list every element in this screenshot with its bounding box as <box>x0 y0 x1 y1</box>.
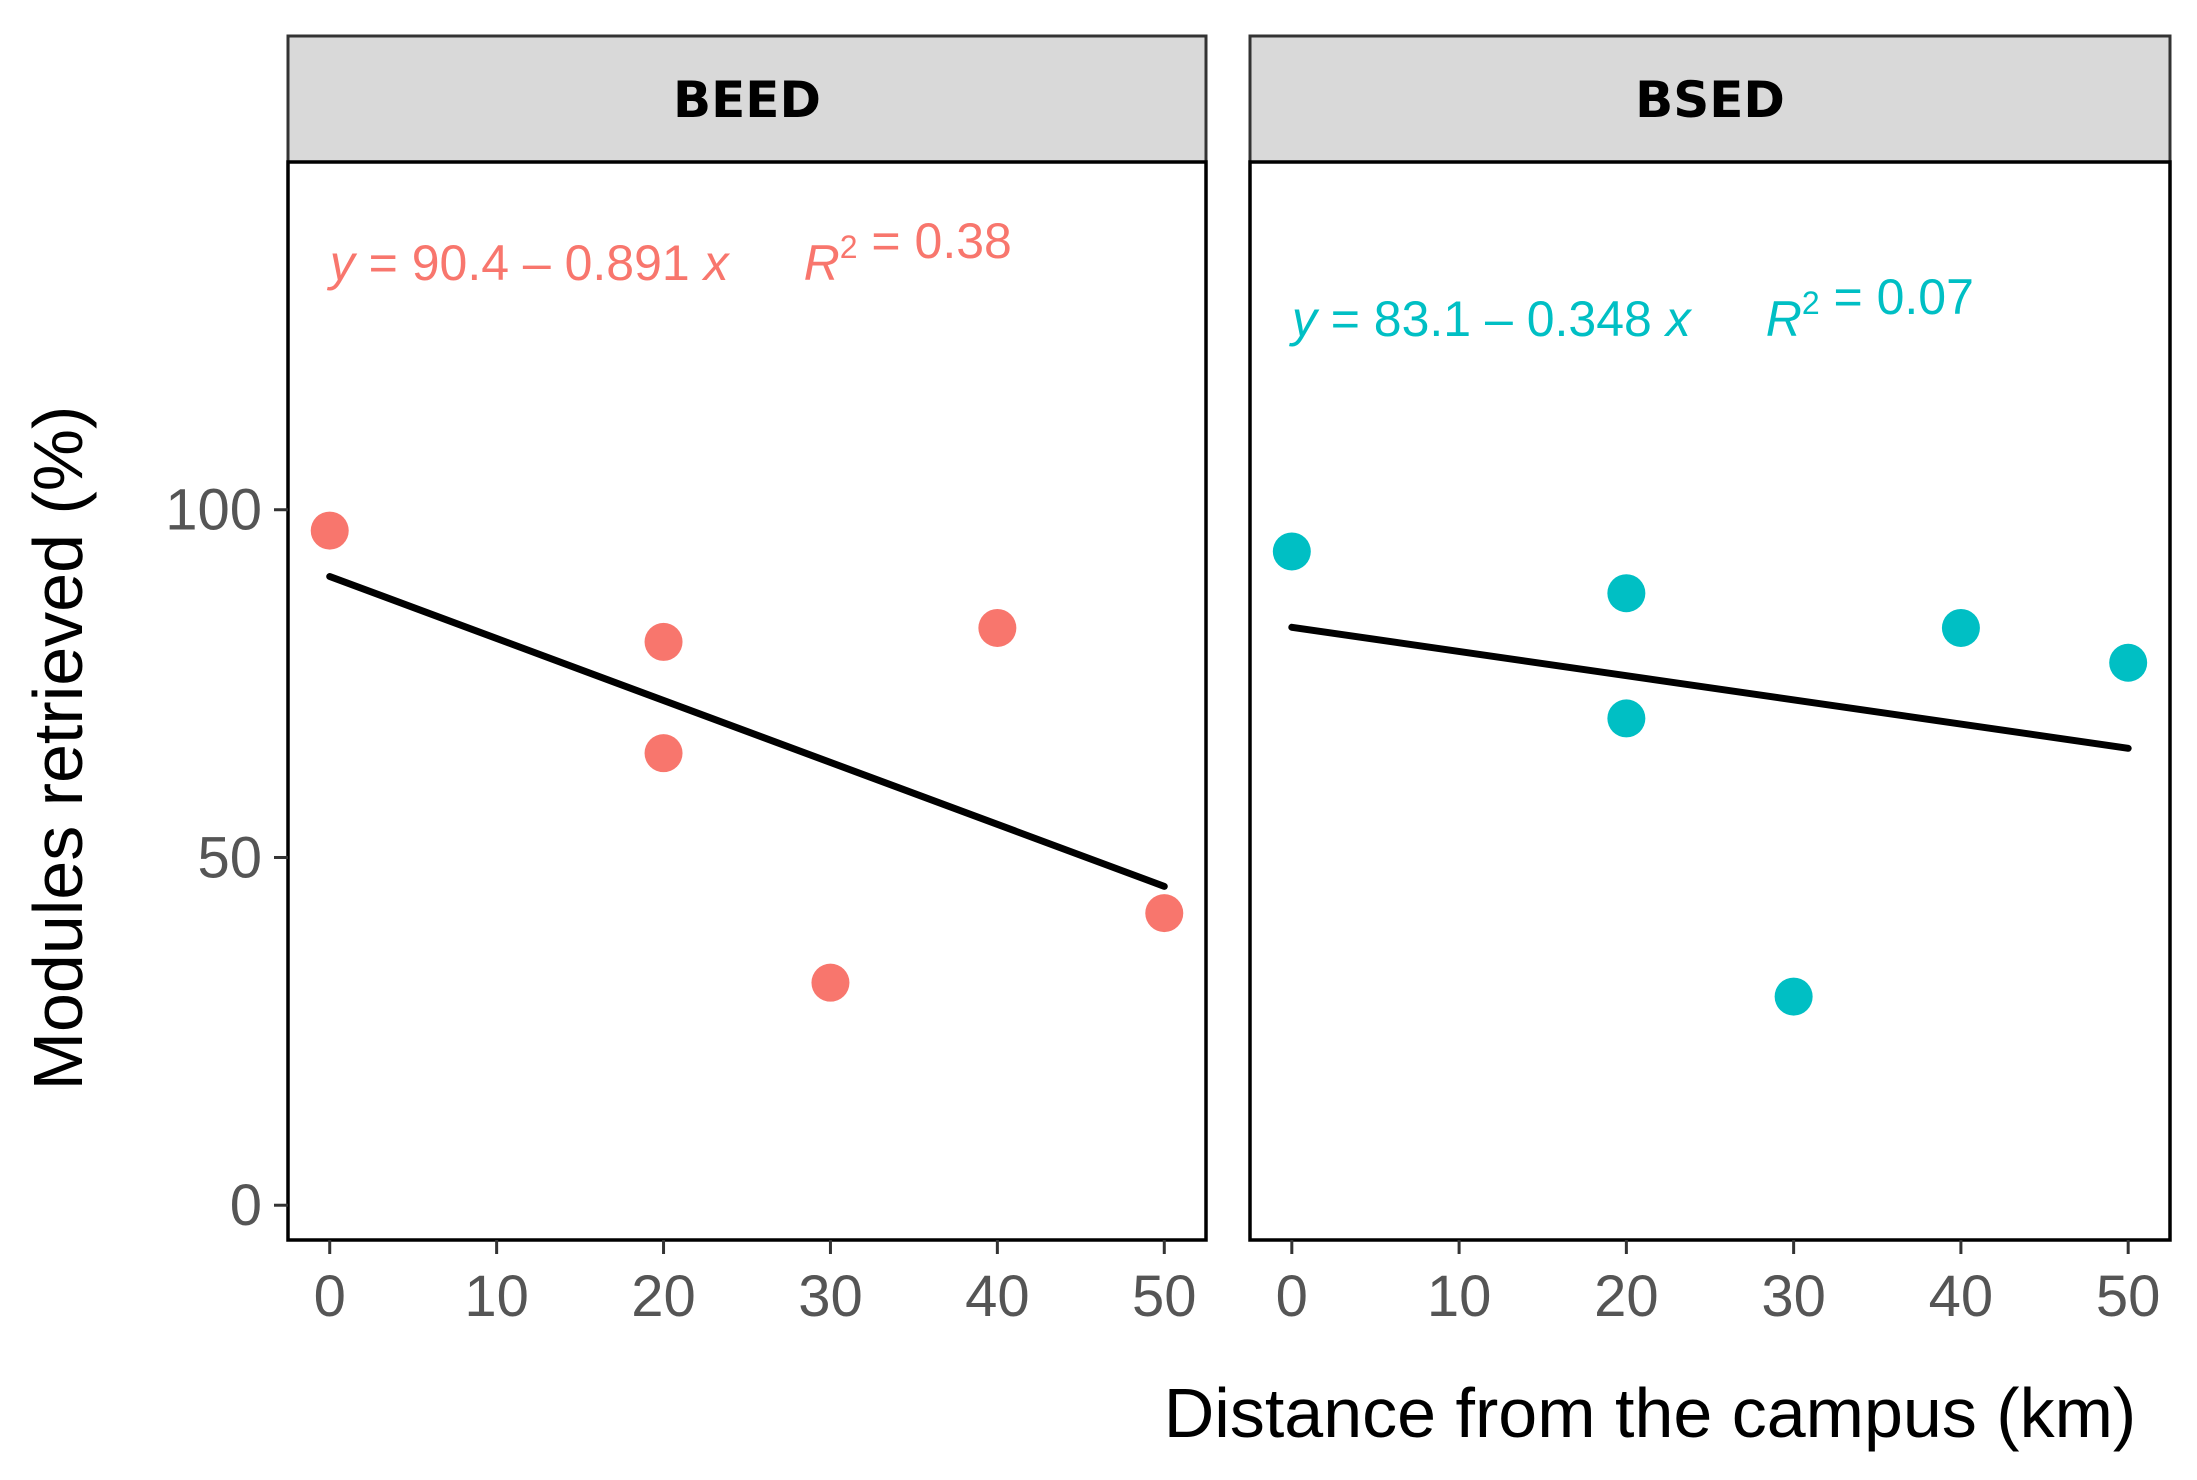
data-point <box>978 608 1017 647</box>
panel-beed: BEED 0 10 20 30 40 50 0 50 100 y = 90.4 – 0.891 x … <box>165 34 1208 1329</box>
panel-bsed: BSED 0 10 20 30 40 50 y = 83.1 – 0.348 x R2 = 0… <box>1248 34 2172 1329</box>
data-point <box>1272 532 1311 571</box>
x-tick-label: 20 <box>631 1264 696 1329</box>
equation-part: = 90.4 – 0.891 <box>355 235 704 291</box>
facet-strip-label: BEED <box>673 71 821 129</box>
regression-equation: y = 83.1 – 0.348 x R2 = 0.07 <box>1289 269 1974 347</box>
data-point <box>811 963 850 1002</box>
data-point <box>1941 608 1980 647</box>
x-tick-label: 40 <box>1929 1264 1994 1329</box>
equation-part: = 83.1 – 0.348 <box>1317 291 1666 347</box>
x-axis-title: Distance from the campus (km) <box>1164 1374 2136 1452</box>
equation-part: R <box>804 235 840 291</box>
regression-equation: y = 90.4 – 0.891 x R2 = 0.38 <box>327 213 1012 291</box>
x-tick-label: 20 <box>1594 1264 1659 1329</box>
data-point <box>1774 977 1813 1016</box>
equation-part <box>1691 291 1766 347</box>
data-point <box>1607 574 1646 613</box>
facet-strip-label: BSED <box>1635 71 1785 129</box>
equation-part: 2 <box>1802 285 1820 321</box>
equation-part: = 0.07 <box>1820 269 1974 325</box>
data-point <box>1607 699 1646 738</box>
x-tick-label: 0 <box>1276 1264 1308 1329</box>
regression-line <box>1288 623 2132 752</box>
panel-border <box>1248 160 2172 1242</box>
equation-part: x <box>702 235 731 291</box>
equation-part: 2 <box>840 229 858 265</box>
x-tick-label: 30 <box>1761 1264 1826 1329</box>
data-point <box>310 511 349 550</box>
equation-part: y <box>327 235 358 291</box>
panel-border <box>286 160 1208 1242</box>
data-point <box>644 734 683 773</box>
y-axis-title: Modules retrieved (%) <box>19 406 97 1091</box>
data-point <box>2109 643 2148 682</box>
x-tick-label: 50 <box>2096 1264 2161 1329</box>
regression-line <box>326 573 1168 890</box>
y-tick-label: 50 <box>197 825 262 890</box>
x-tick-label: 0 <box>314 1264 346 1329</box>
facet-strip <box>1248 34 2172 164</box>
x-tick-label: 10 <box>464 1264 529 1329</box>
equation-part <box>729 235 804 291</box>
equation-part: = 0.38 <box>858 213 1012 269</box>
y-tick-label: 0 <box>230 1173 262 1238</box>
equation-part: R <box>1766 291 1802 347</box>
x-tick-label: 10 <box>1427 1264 1492 1329</box>
x-tick-label: 50 <box>1132 1264 1197 1329</box>
x-tick-label: 40 <box>965 1264 1030 1329</box>
data-point <box>1145 894 1184 933</box>
y-tick-label: 100 <box>165 478 262 543</box>
equation-part: x <box>1664 291 1693 347</box>
data-point <box>644 622 683 661</box>
x-tick-label: 30 <box>798 1264 863 1329</box>
facet-strip <box>286 34 1208 164</box>
equation-part: y <box>1289 291 1320 347</box>
